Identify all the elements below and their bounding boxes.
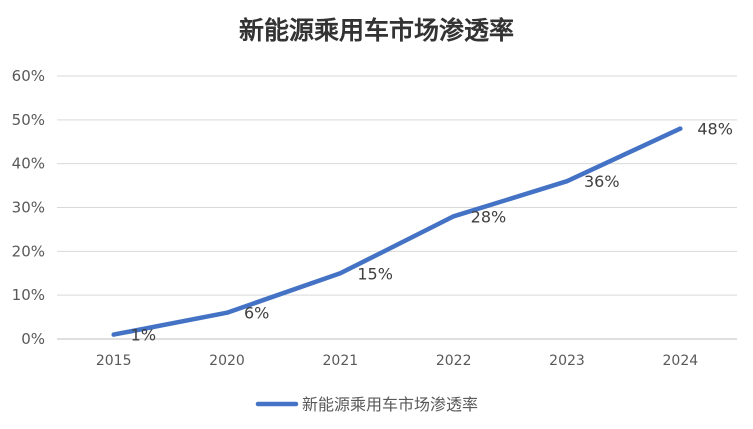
x-tick-label: 2021 bbox=[323, 353, 359, 369]
axes: 0% 10% 20% 30% 40% 50% 60% 2015 2020 2021 2022 2023… bbox=[12, 67, 737, 369]
data-point bbox=[111, 332, 116, 337]
data-labels: 1% 6% 15% 28% 36% 48% bbox=[131, 120, 733, 345]
y-tick-label: 10% bbox=[12, 286, 45, 304]
x-tick-label: 2015 bbox=[96, 353, 132, 369]
data-label: 36% bbox=[584, 172, 620, 191]
data-point bbox=[678, 126, 683, 131]
legend: 新能源乘用车市场渗透率 bbox=[255, 395, 478, 414]
x-tick-label: 2023 bbox=[549, 353, 585, 369]
data-label: 28% bbox=[471, 207, 507, 226]
data-label: 15% bbox=[357, 264, 393, 283]
y-tick-label: 50% bbox=[12, 111, 45, 129]
data-point bbox=[225, 310, 229, 315]
series-layer bbox=[111, 126, 683, 337]
data-label: 6% bbox=[244, 304, 269, 323]
series-line bbox=[111, 126, 683, 337]
y-tick-label: 60% bbox=[12, 67, 45, 85]
gridlines bbox=[57, 75, 737, 296]
chart-title: 新能源乘用车市场渗透率 bbox=[239, 16, 514, 45]
y-tick-label: 0% bbox=[21, 330, 45, 348]
x-tick-label: 2020 bbox=[209, 353, 245, 369]
x-tick-label: 2024 bbox=[663, 353, 699, 369]
y-tick-label: 30% bbox=[12, 199, 45, 217]
data-label: 48% bbox=[697, 120, 733, 139]
data-point bbox=[451, 214, 456, 219]
x-tick-label: 2022 bbox=[436, 353, 472, 369]
legend-label: 新能源乘用车市场渗透率 bbox=[302, 395, 478, 414]
y-tick-label: 40% bbox=[12, 155, 45, 173]
y-tick-label: 20% bbox=[12, 242, 45, 260]
data-point bbox=[565, 179, 569, 184]
data-point bbox=[338, 271, 343, 276]
data-label: 1% bbox=[131, 326, 156, 345]
